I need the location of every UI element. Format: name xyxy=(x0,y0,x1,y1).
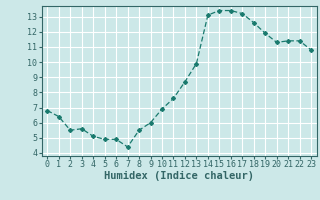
X-axis label: Humidex (Indice chaleur): Humidex (Indice chaleur) xyxy=(104,171,254,181)
